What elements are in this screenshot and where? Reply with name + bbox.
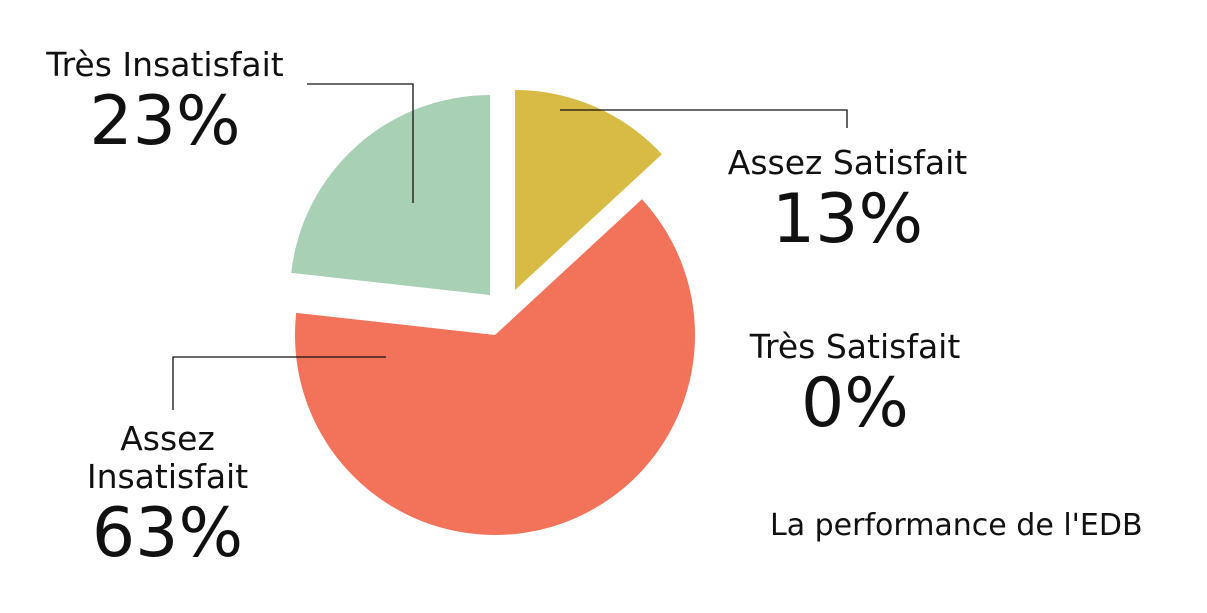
label-assez-satisfait-name: Assez Satisfait [727, 143, 968, 182]
label-assez-satisfait-value: 13% [771, 180, 924, 259]
pie-slice-tres-insatisfait [291, 95, 490, 295]
label-tres-insatisfait-value: 23% [89, 82, 241, 161]
leader-tres-insatisfait [307, 83, 414, 203]
label-assez-insatisfait-value: 63% [91, 494, 244, 573]
label-assez-insatisfait: Assez Insatisfait 63% [60, 420, 275, 570]
leader-assez-satisfait [560, 109, 848, 128]
label-assez-satisfait: Assez Satisfait 13% [720, 144, 975, 256]
leader-assez-insatisfait [172, 356, 386, 410]
label-assez-insatisfait-name: Assez Insatisfait [86, 419, 249, 496]
pie-slice-assez-satisfait [515, 90, 662, 290]
label-tres-satisfait-value: 0% [801, 364, 909, 443]
chart-title: La performance de l'EDB [770, 508, 1143, 543]
label-tres-insatisfait-name: Très Insatisfait [46, 45, 284, 84]
label-tres-satisfait-name: Très Satisfait [749, 327, 961, 366]
label-tres-insatisfait: Très Insatisfait 23% [40, 46, 290, 158]
label-tres-satisfait: Très Satisfait 0% [735, 328, 975, 440]
pie-slice-assez-insatisfait [294, 199, 695, 536]
